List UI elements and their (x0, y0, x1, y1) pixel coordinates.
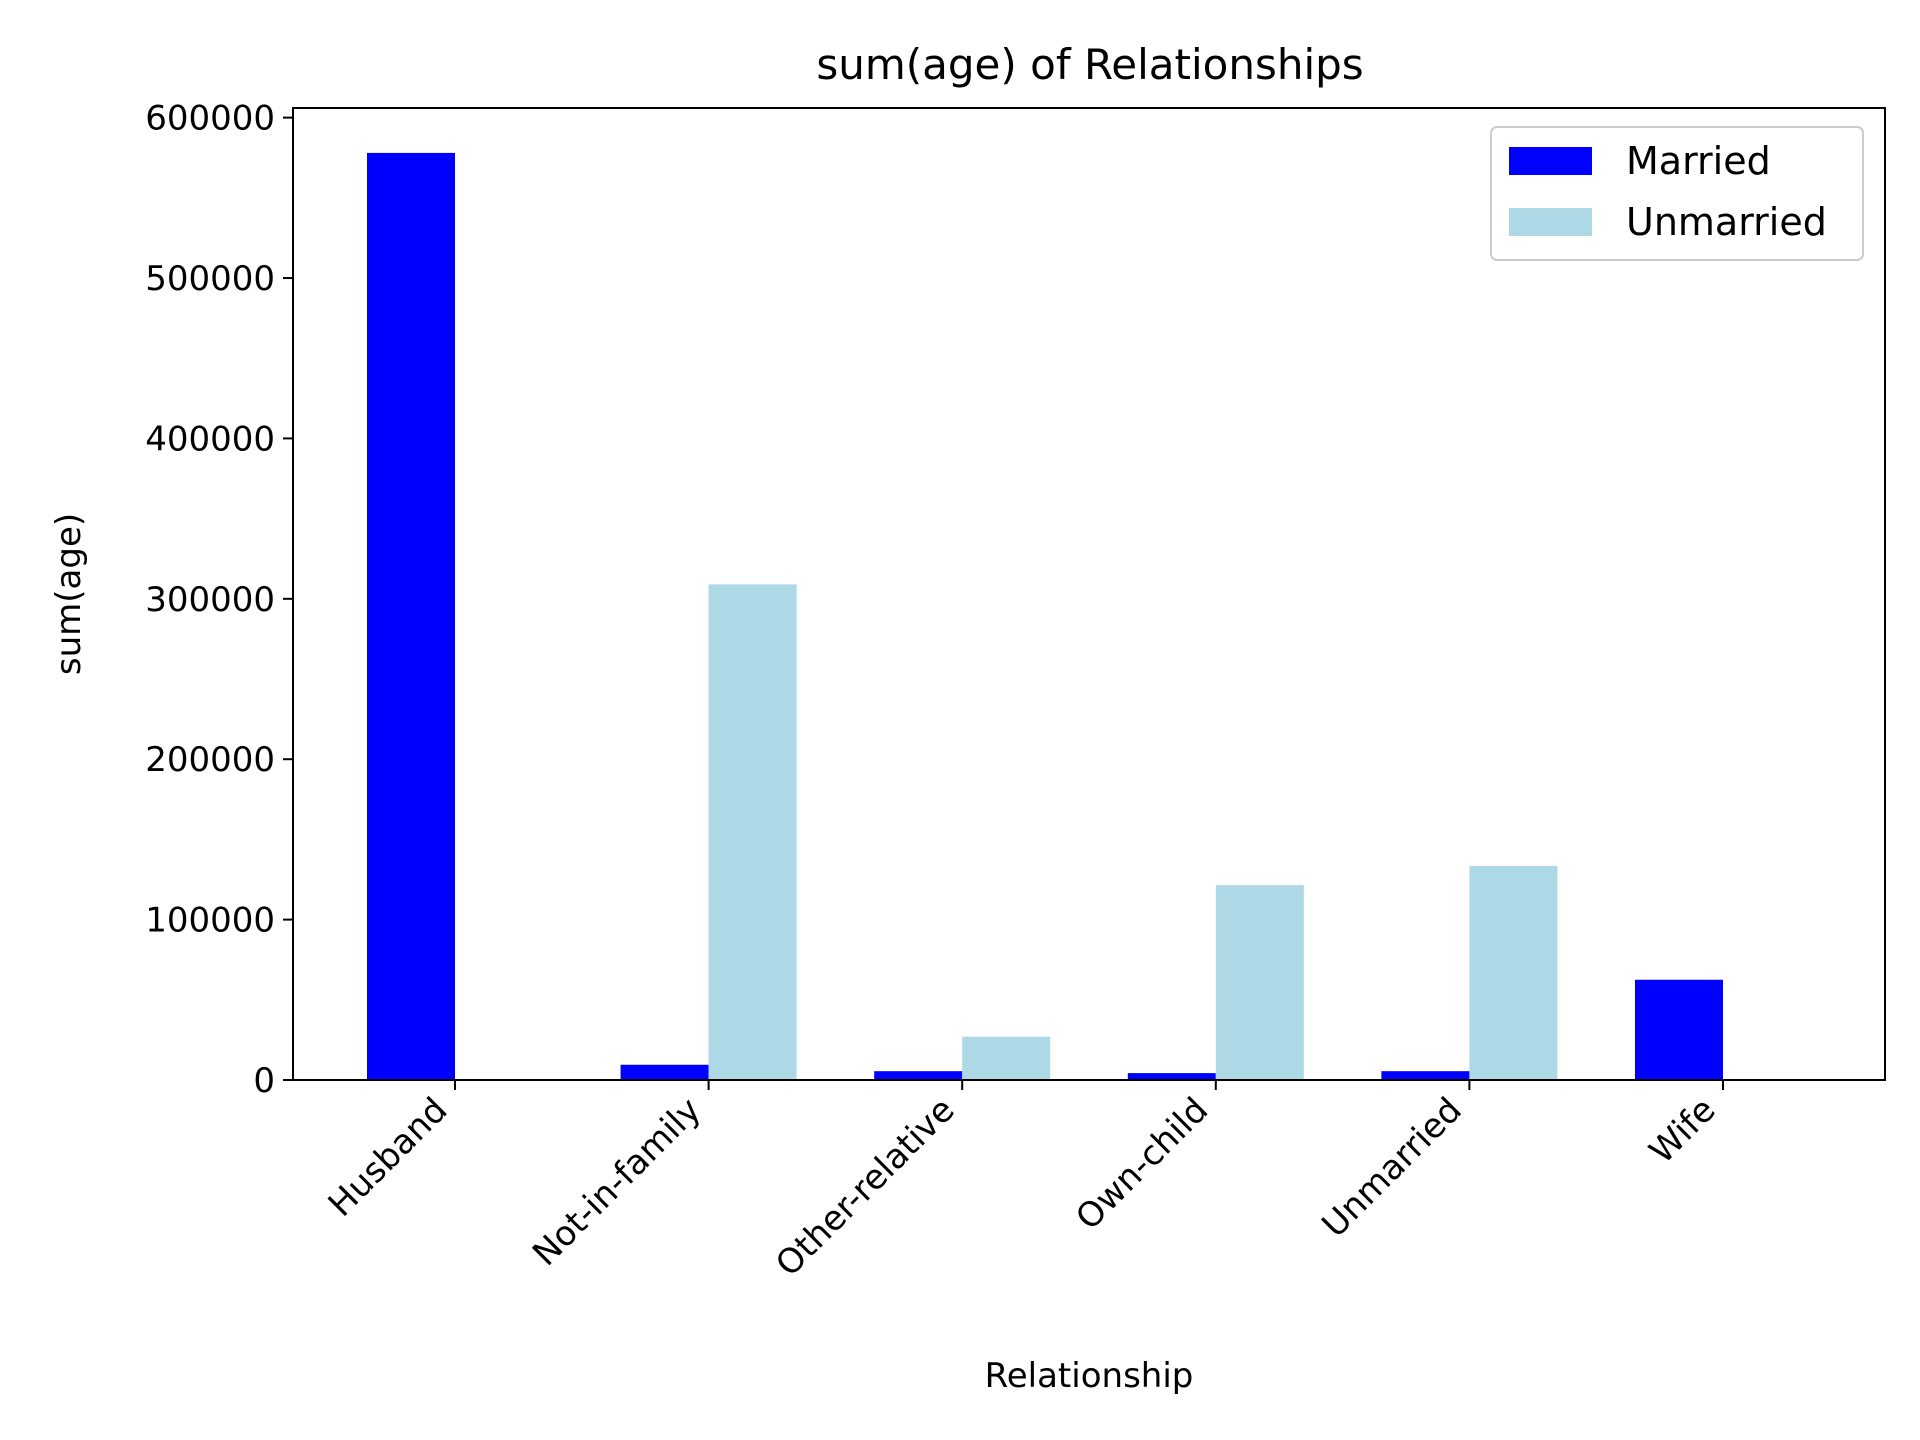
bar-married-wife (1635, 979, 1723, 1080)
legend-label: Unmarried (1626, 200, 1827, 244)
y-tick-label: 500000 (145, 259, 275, 299)
y-tick-label: 0 (253, 1061, 275, 1101)
x-axis-label: Relationship (985, 1356, 1194, 1396)
y-tick-label: 200000 (145, 740, 275, 780)
bar-married-own-child (1127, 1073, 1216, 1080)
bar-unmarried-not-in-family (708, 584, 797, 1080)
legend: Married Unmarried (1490, 126, 1864, 261)
legend-swatch (1509, 147, 1592, 175)
y-tick-label: 300000 (145, 580, 275, 620)
bar-married-other-relative (874, 1071, 963, 1080)
legend-label: Married (1626, 139, 1771, 183)
bar-married-husband (367, 152, 455, 1080)
chart-title: sum(age) of Relationships (816, 40, 1363, 89)
bar-unmarried-other-relative (962, 1036, 1051, 1080)
bars (367, 152, 1723, 1080)
bar-married-unmarried (1381, 1071, 1470, 1080)
bar-married-not-in-family (620, 1064, 709, 1080)
plot-frame (292, 107, 1886, 1081)
y-axis-label: sum(age) (49, 513, 89, 675)
y-tick-label: 400000 (145, 419, 275, 459)
legend-swatch (1509, 208, 1592, 236)
y-tick-label: 100000 (145, 901, 275, 941)
y-axis-ticks: 0 100000 200000 300000 400000 500000 600000 (145, 99, 293, 1101)
y-tick-label: 600000 (145, 99, 275, 139)
bar-unmarried-unmarried (1469, 865, 1558, 1080)
bar-unmarried-own-child (1215, 885, 1304, 1080)
